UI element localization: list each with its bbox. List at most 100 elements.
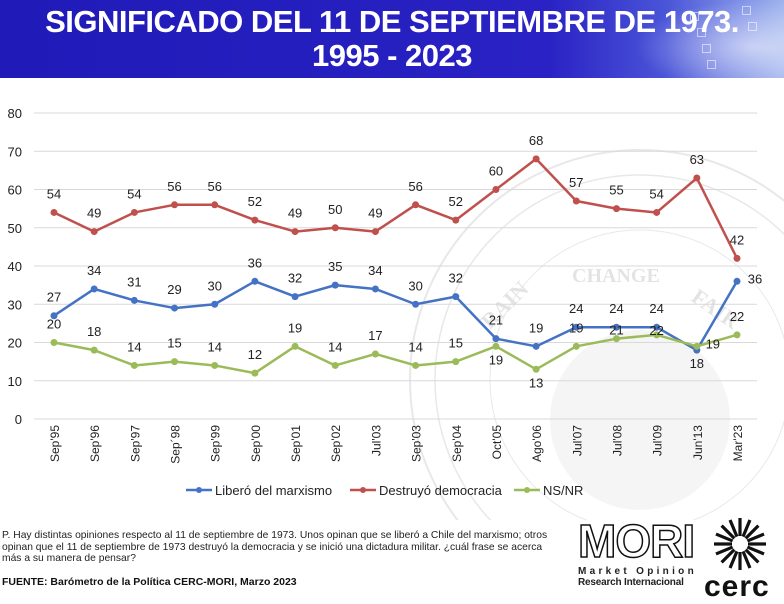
data-point <box>412 361 420 369</box>
data-point <box>412 300 420 308</box>
data-label: 54 <box>127 186 141 201</box>
banner-divider <box>0 78 784 80</box>
y-tick-label: 80 <box>8 106 22 121</box>
mori-subtitle-1: Market Opinion <box>578 566 697 577</box>
data-label: 21 <box>489 313 503 328</box>
data-point <box>733 254 741 262</box>
checklist-pen-image <box>634 0 784 78</box>
data-label: 13 <box>529 375 543 390</box>
x-tick-label: Jul'08 <box>610 425 624 456</box>
checkbox-decoration <box>742 6 751 15</box>
sunburst-ray <box>746 545 765 556</box>
x-tick-label: Sep'03 <box>410 425 424 462</box>
data-label: 19 <box>288 320 302 335</box>
data-point <box>693 342 701 350</box>
data-label: 36 <box>748 271 762 286</box>
sunburst-ray <box>741 550 752 569</box>
data-label: 21 <box>609 323 623 338</box>
data-label: 34 <box>87 263 101 278</box>
data-point <box>50 339 58 346</box>
sunburst-ray <box>728 550 739 569</box>
data-label: 49 <box>288 206 302 221</box>
data-label: 54 <box>47 186 61 201</box>
data-point <box>130 361 138 369</box>
checkbox-decoration <box>697 28 706 37</box>
data-label: 56 <box>167 179 181 194</box>
x-tick-label: Sep´98 <box>169 425 183 464</box>
y-tick-label: 50 <box>8 221 22 236</box>
data-point <box>532 342 540 350</box>
data-point <box>612 323 620 331</box>
y-tick-label: 70 <box>8 144 22 159</box>
x-tick-label: Sep'00 <box>249 425 263 462</box>
data-point <box>90 285 98 293</box>
data-label: 50 <box>328 202 342 217</box>
data-point <box>371 228 379 236</box>
data-point <box>693 174 701 182</box>
sunburst-ray <box>744 548 760 564</box>
data-label: 18 <box>87 324 101 339</box>
data-point <box>492 186 500 193</box>
series-line-2 <box>53 333 738 375</box>
data-label: 29 <box>167 282 181 297</box>
data-point <box>130 208 138 216</box>
data-label: 35 <box>328 259 342 274</box>
data-label: 19 <box>569 320 583 335</box>
data-point <box>251 216 259 224</box>
sunburst-ray <box>720 524 736 540</box>
data-label: 14 <box>127 339 141 354</box>
data-point <box>90 228 98 236</box>
data-point <box>452 293 460 301</box>
data-point <box>452 358 460 366</box>
data-point <box>251 369 259 377</box>
data-point <box>211 300 219 308</box>
data-point <box>733 331 741 339</box>
data-label: 19 <box>489 352 503 367</box>
series-line-1 <box>53 157 739 259</box>
y-axis: 0 10 20 30 40 50 60 70 80 <box>8 106 22 427</box>
data-point <box>412 201 420 209</box>
data-label: 56 <box>207 179 221 194</box>
y-tick-label: 30 <box>8 297 22 312</box>
series-line-0 <box>53 280 739 352</box>
data-label: 55 <box>609 183 623 198</box>
sunburst-ray <box>715 532 734 543</box>
cerc-logo: cerc <box>700 516 780 603</box>
data-point <box>331 361 339 369</box>
series-lines <box>50 155 741 377</box>
cerc-sunburst-icon <box>714 518 766 570</box>
data-label: 68 <box>529 133 543 148</box>
data-label: 19 <box>706 336 720 351</box>
data-label: 54 <box>649 186 663 201</box>
x-tick-label: Sep'01 <box>289 425 303 462</box>
data-label: 49 <box>368 206 382 221</box>
x-axis: Sep'95 Sep'96 Sep'97 Sep´98 Sep'99 Sep'00 Sep'… <box>48 425 745 464</box>
sunburst-ray <box>728 519 739 538</box>
data-point <box>452 216 460 224</box>
data-label: 15 <box>449 336 463 351</box>
data-label: 27 <box>47 290 61 305</box>
legend-label: Liberó del marxismo <box>215 483 332 498</box>
data-point <box>653 323 661 331</box>
data-point <box>291 228 299 236</box>
data-label: 30 <box>408 278 422 293</box>
data-point <box>572 197 580 205</box>
data-point <box>251 277 259 285</box>
data-point <box>612 205 620 213</box>
x-tick-label: Sep'04 <box>450 425 464 462</box>
x-tick-label: Oct'05 <box>490 425 504 460</box>
x-tick-label: Sep'96 <box>88 425 102 462</box>
data-label: 14 <box>408 339 422 354</box>
data-point <box>50 208 58 216</box>
sunburst-ray <box>746 532 765 543</box>
data-label: 19 <box>529 320 543 335</box>
data-label: 42 <box>730 232 744 247</box>
x-tick-label: Jun'13 <box>691 425 705 460</box>
data-label: 30 <box>207 278 221 293</box>
data-label: 24 <box>609 301 623 316</box>
legend-swatch-marker <box>524 487 530 493</box>
header-banner: SIGNIFICADO DEL 11 DE SEPTIEMBRE DE 1973… <box>0 0 784 78</box>
legend-label: Destruyó democracia <box>379 483 503 498</box>
data-point <box>532 155 540 163</box>
x-tick-label: Jul'07 <box>570 425 584 456</box>
